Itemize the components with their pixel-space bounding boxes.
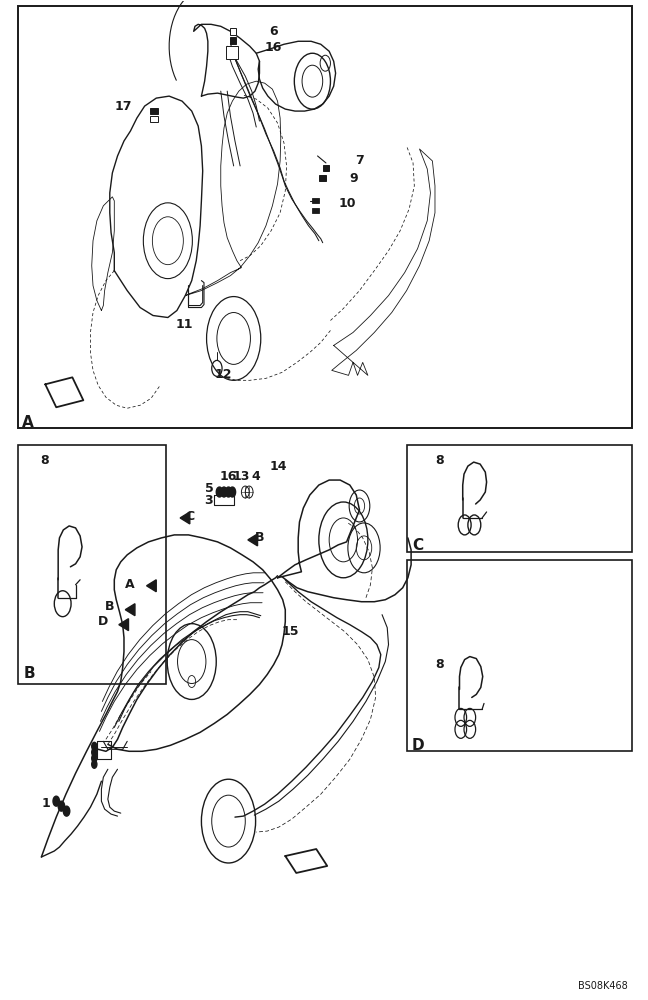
Text: 12: 12 — [214, 368, 232, 381]
Text: A: A — [22, 415, 34, 430]
Text: B: B — [24, 666, 36, 681]
Polygon shape — [180, 512, 190, 524]
FancyBboxPatch shape — [323, 165, 329, 171]
Bar — [17, 445, 166, 684]
Text: A: A — [125, 578, 135, 591]
FancyBboxPatch shape — [319, 175, 326, 181]
Text: D: D — [98, 615, 108, 628]
Text: 3: 3 — [205, 494, 213, 507]
FancyBboxPatch shape — [150, 108, 157, 114]
Circle shape — [58, 801, 65, 811]
Text: 11: 11 — [176, 318, 193, 331]
Text: 5: 5 — [205, 482, 213, 495]
Text: 13: 13 — [233, 470, 249, 483]
Text: 16: 16 — [220, 470, 237, 483]
Circle shape — [64, 806, 70, 816]
Circle shape — [53, 796, 60, 806]
Bar — [406, 445, 632, 552]
Text: 4: 4 — [251, 470, 260, 483]
FancyBboxPatch shape — [230, 28, 237, 35]
Text: BS08K468: BS08K468 — [577, 981, 627, 991]
Text: D: D — [411, 738, 424, 753]
FancyBboxPatch shape — [312, 208, 319, 213]
Text: 1: 1 — [41, 797, 50, 810]
Text: 16: 16 — [264, 41, 282, 54]
Text: B: B — [255, 531, 264, 544]
Text: 7: 7 — [355, 154, 364, 167]
Text: 8: 8 — [40, 454, 49, 467]
Polygon shape — [146, 580, 156, 592]
FancyBboxPatch shape — [150, 116, 157, 122]
Text: 17: 17 — [114, 100, 132, 113]
Circle shape — [92, 754, 97, 762]
Text: C: C — [411, 538, 423, 553]
Text: 14: 14 — [269, 460, 286, 473]
Text: 8: 8 — [435, 454, 444, 467]
FancyBboxPatch shape — [312, 198, 319, 203]
FancyBboxPatch shape — [226, 46, 238, 59]
Polygon shape — [119, 619, 128, 631]
Bar — [406, 560, 632, 751]
Text: 10: 10 — [338, 197, 356, 210]
Circle shape — [229, 487, 236, 497]
Circle shape — [92, 760, 97, 768]
FancyBboxPatch shape — [230, 37, 237, 44]
Circle shape — [226, 487, 232, 497]
Text: 8: 8 — [435, 658, 444, 671]
Text: C: C — [185, 510, 194, 523]
Circle shape — [216, 487, 223, 497]
Text: 9: 9 — [350, 172, 358, 185]
Circle shape — [92, 748, 97, 756]
Text: 15: 15 — [282, 625, 299, 638]
Text: 6: 6 — [269, 25, 278, 38]
Circle shape — [92, 742, 97, 750]
Polygon shape — [248, 534, 257, 546]
Circle shape — [221, 487, 227, 497]
Bar — [17, 6, 632, 428]
Text: B: B — [104, 600, 114, 613]
Polygon shape — [125, 604, 135, 616]
